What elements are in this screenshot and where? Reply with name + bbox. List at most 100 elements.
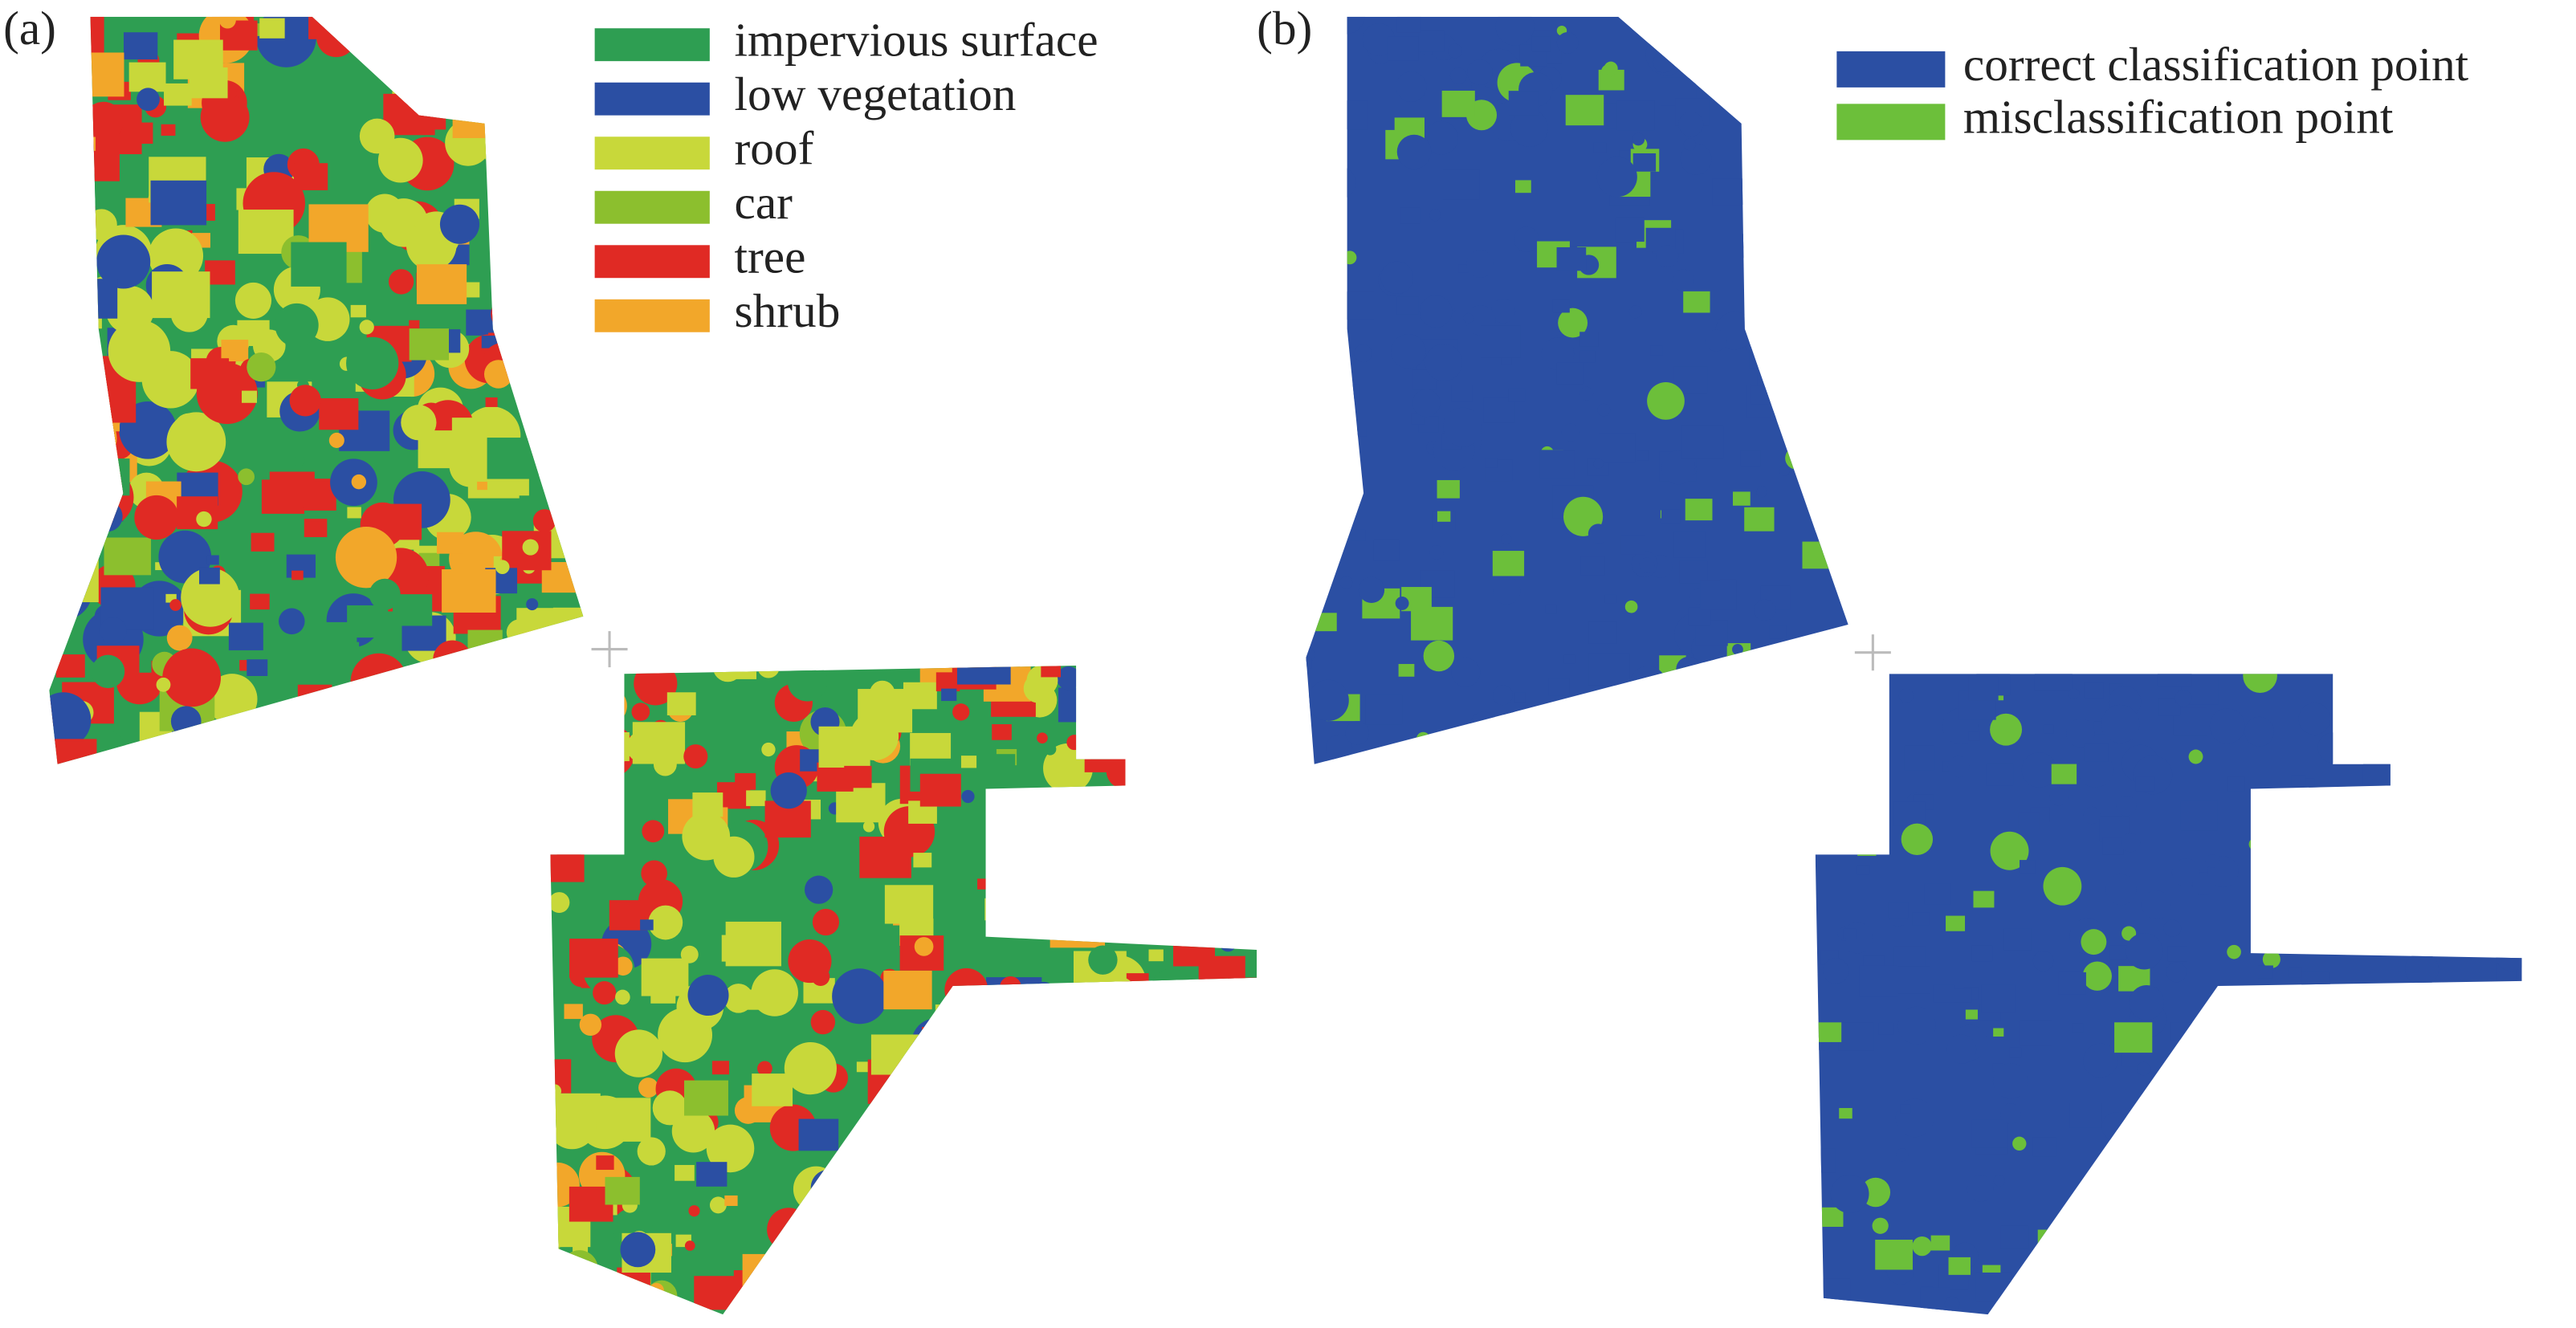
map-patch — [495, 560, 510, 574]
map-patch — [1011, 1145, 1053, 1179]
map-patch — [1493, 685, 1513, 706]
map-patch — [913, 853, 932, 868]
map-patch — [388, 269, 414, 295]
map-patch — [746, 790, 766, 806]
map-patch — [2243, 674, 2277, 694]
map-patch — [2300, 1023, 2322, 1046]
map-patch — [1801, 33, 1837, 69]
map-patch — [276, 730, 337, 764]
map-patch — [2411, 1048, 2426, 1062]
map-patch — [1678, 112, 1704, 136]
map-patch — [1732, 643, 1743, 655]
map-patch — [1197, 666, 1238, 680]
map-patch — [1179, 1164, 1235, 1209]
map-patch — [1198, 1000, 1229, 1031]
map-patch — [1597, 403, 1611, 417]
map-patch — [2272, 923, 2285, 934]
map-patch — [708, 723, 726, 737]
map-patch — [1151, 1195, 1177, 1216]
map-patch — [1148, 669, 1183, 696]
map-patch — [1624, 600, 1638, 613]
map-patch — [1579, 386, 1594, 401]
map-patch — [1615, 218, 1645, 242]
map-patch — [2422, 854, 2460, 884]
map-patch — [1580, 556, 1605, 576]
map-patch — [2209, 708, 2245, 744]
map-patch — [1821, 1278, 1851, 1302]
map-patch — [2157, 674, 2192, 686]
map-patch — [1008, 1011, 1051, 1046]
map-patch — [1000, 1000, 1037, 1038]
map-patch — [59, 133, 120, 181]
map-patch — [2260, 1232, 2292, 1265]
map-patch — [1208, 994, 1219, 1003]
map-patch — [614, 1029, 663, 1077]
map-patch — [416, 264, 467, 304]
map-patch — [291, 242, 347, 287]
map-patch — [491, 148, 507, 161]
map-patch — [1314, 613, 1337, 632]
map-patch — [1216, 1077, 1257, 1110]
map-patch — [1933, 984, 1955, 1003]
map-patch — [238, 468, 255, 486]
map-patch — [810, 1169, 847, 1206]
map-patch — [2324, 1002, 2337, 1015]
map-patch — [941, 688, 957, 702]
map-patch — [1629, 666, 1667, 703]
map-patch — [1802, 373, 1828, 393]
map-patch — [2248, 1166, 2272, 1190]
map-patch — [49, 273, 74, 296]
map-patch — [485, 397, 498, 407]
map-patch — [1579, 350, 1596, 363]
map-patch — [367, 27, 418, 68]
map-patch — [2355, 819, 2374, 838]
map-patch — [454, 39, 491, 69]
map-patch — [1561, 423, 1580, 442]
map-region — [550, 666, 1257, 1315]
map-patch — [810, 1009, 836, 1035]
map-patch — [2072, 1023, 2084, 1033]
map-patch — [556, 841, 581, 862]
map-patch — [409, 320, 420, 329]
map-patch — [638, 1077, 658, 1098]
map-patch — [959, 1232, 982, 1256]
map-patch — [1057, 666, 1081, 690]
map-patch — [172, 726, 219, 764]
map-patch — [1924, 883, 1951, 905]
map-patch — [1000, 825, 1022, 844]
map-patch — [2354, 1057, 2394, 1089]
map-patch — [1048, 818, 1086, 849]
map-patch — [1509, 711, 1544, 740]
map-patch — [56, 596, 75, 614]
map-patch — [2402, 849, 2427, 874]
map-patch — [1806, 257, 1826, 277]
map-patch — [909, 1073, 955, 1118]
map-patch — [1424, 120, 1458, 155]
map-patch — [919, 773, 961, 807]
map-patch — [2135, 776, 2154, 792]
map-patch — [1209, 1165, 1243, 1192]
map-patch — [166, 625, 193, 651]
map-patch — [770, 772, 807, 809]
map-patch — [1816, 1022, 1842, 1042]
map-patch — [2264, 1175, 2289, 1194]
map-patch — [466, 309, 499, 336]
map-patch — [1306, 336, 1317, 353]
map-patch — [2333, 985, 2370, 1021]
map-patch — [2049, 787, 2069, 806]
map-patch — [351, 474, 367, 490]
map-patch — [1176, 780, 1232, 837]
map-patch — [666, 692, 696, 715]
map-patch — [2250, 1261, 2283, 1294]
map-patch — [696, 1162, 728, 1187]
legend-swatch — [594, 82, 710, 116]
map-patch — [1967, 1175, 1994, 1202]
map-patch — [1992, 1063, 2003, 1072]
map-patch — [200, 92, 250, 142]
map-patch — [596, 1155, 614, 1170]
map-patch — [446, 44, 493, 82]
map-patch — [2361, 794, 2387, 815]
map-patch — [1650, 16, 1669, 26]
map-patch — [2053, 1281, 2069, 1294]
map-patch — [2227, 776, 2245, 792]
